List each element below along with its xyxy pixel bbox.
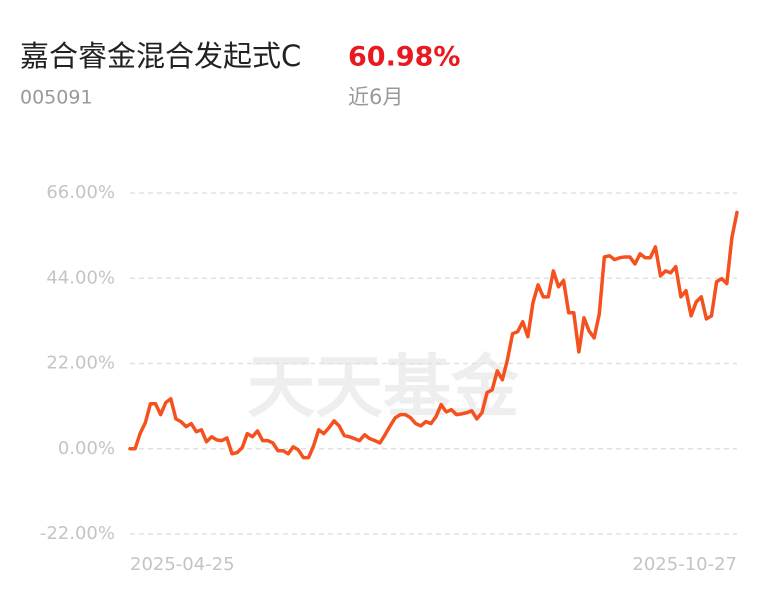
fund-code: 005091 [20, 87, 93, 109]
x-tick-label: 2025-10-27 [632, 554, 737, 575]
y-tick-label: 22.00% [46, 353, 115, 374]
change: 60.98% [348, 42, 460, 73]
period: 近6月 [348, 85, 403, 109]
line-series [128, 210, 739, 460]
fund-name: 嘉合睿金混合发起式C [20, 39, 301, 73]
y-tick-label: 66.00% [46, 182, 115, 203]
y-tick-label: 44.00% [46, 267, 115, 288]
y-tick-label: -22.00% [40, 523, 115, 544]
y-tick-label: 0.00% [58, 438, 115, 459]
x-tick-label: 2025-04-25 [130, 554, 235, 575]
